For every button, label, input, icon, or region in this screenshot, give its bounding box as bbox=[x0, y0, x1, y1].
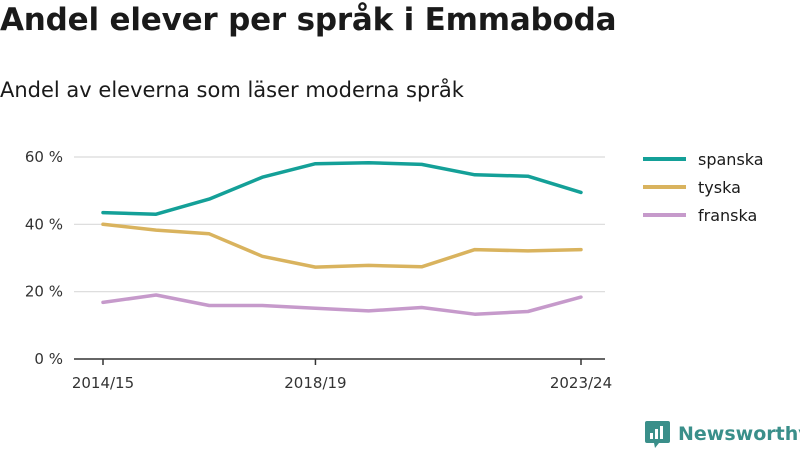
series-line-franska bbox=[101, 293, 583, 316]
legend-label-franska: franska bbox=[698, 206, 757, 225]
brand-logo: Newsworthy bbox=[644, 418, 800, 450]
y-tick-label: 20 % bbox=[25, 283, 63, 301]
chart-title: Andel elever per språk i Emmaboda bbox=[0, 2, 617, 38]
x-axis: 2014/15 2018/19 2023/24 bbox=[72, 358, 612, 392]
y-axis: 0 % 20 % 40 % 60 % bbox=[25, 148, 63, 368]
chart-subtitle: Andel av eleverna som läser moderna språ… bbox=[0, 78, 464, 102]
legend: spanska tyska franska bbox=[643, 150, 764, 225]
series-line-spanska bbox=[101, 160, 583, 216]
legend-label-tyska: tyska bbox=[698, 178, 741, 197]
series-line-tyska bbox=[101, 222, 583, 269]
y-tick-label: 60 % bbox=[25, 148, 63, 166]
legend-label-spanska: spanska bbox=[698, 150, 764, 169]
y-tick-label: 40 % bbox=[25, 215, 63, 233]
y-tick-label: 0 % bbox=[34, 350, 63, 368]
newsworthy-logo-icon bbox=[645, 421, 670, 448]
x-tick-label: 2023/24 bbox=[550, 374, 612, 392]
x-tick-label: 2018/19 bbox=[284, 374, 346, 392]
x-tick-label: 2014/15 bbox=[72, 374, 134, 392]
gridlines bbox=[74, 156, 605, 293]
series-lines bbox=[101, 160, 583, 316]
line-chart: 0 % 20 % 40 % 60 % 2014/15 2018/19 2023/24 sp… bbox=[25, 148, 764, 392]
brand-name: Newsworthy bbox=[678, 423, 800, 445]
